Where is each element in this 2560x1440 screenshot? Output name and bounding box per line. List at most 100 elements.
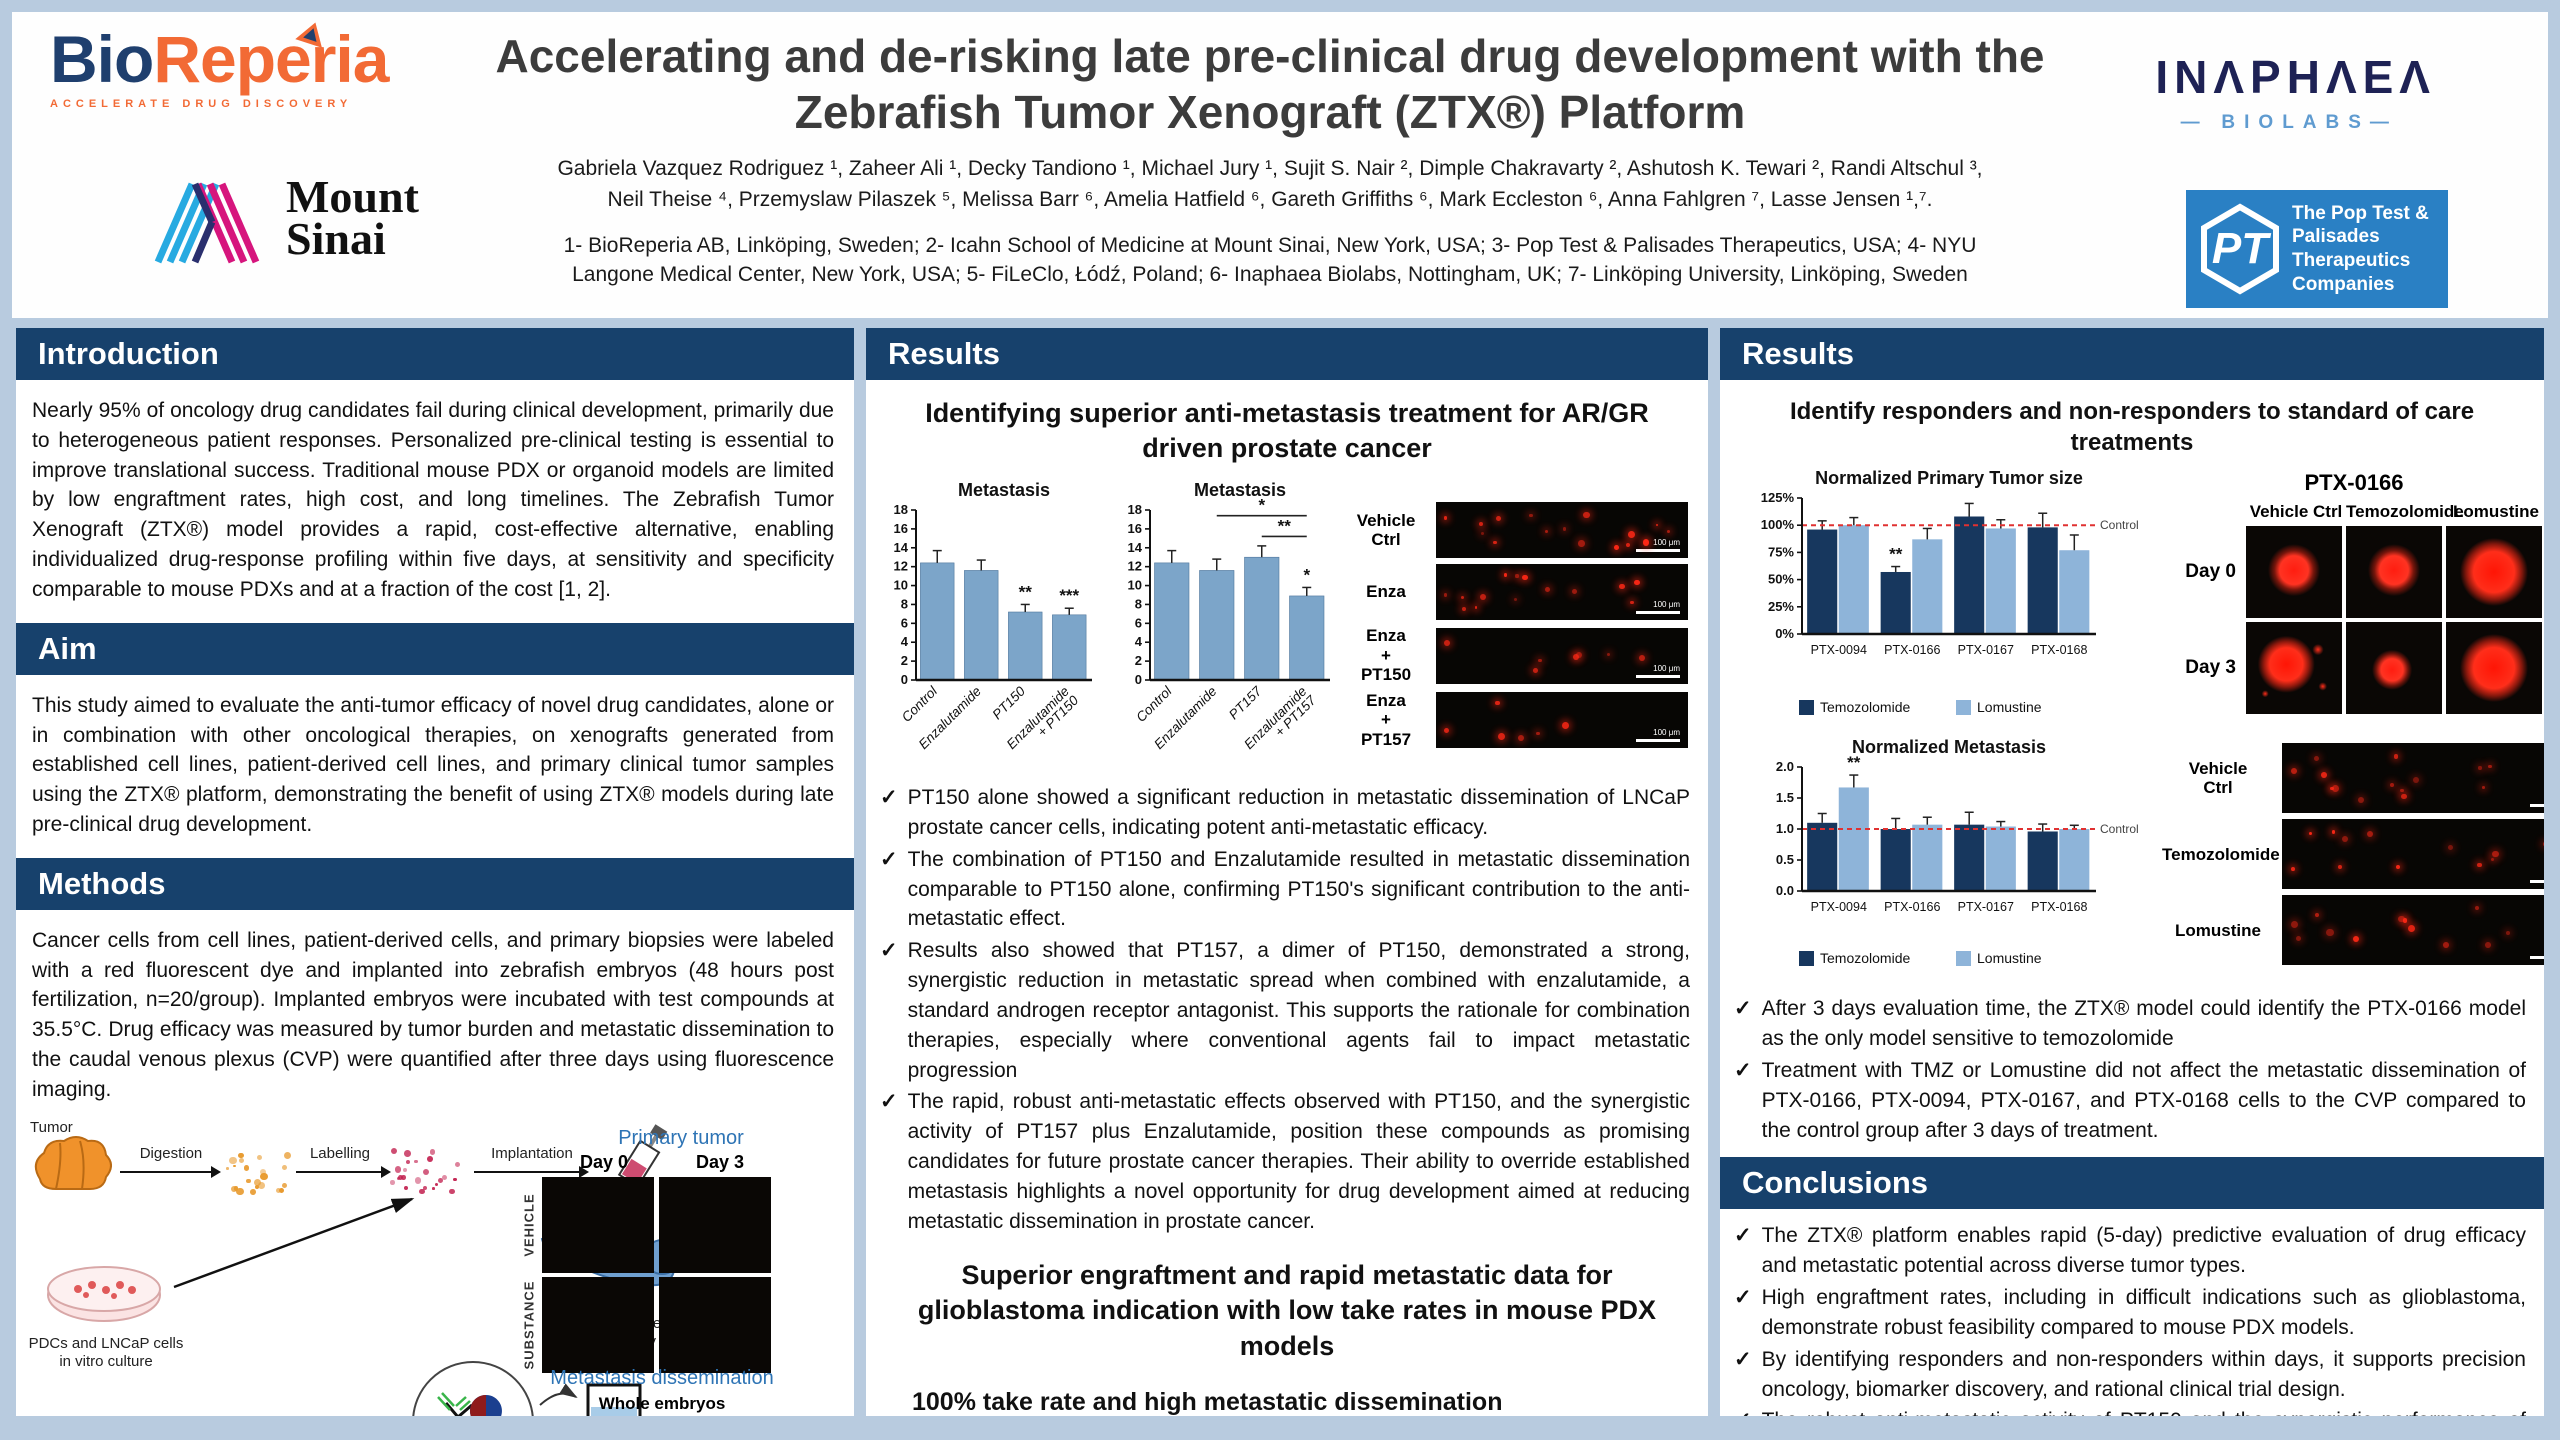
- svg-text:PTX-0168: PTX-0168: [2031, 900, 2087, 914]
- svg-text:**: **: [1847, 753, 1861, 772]
- inaphaea-name: INΛPHΛEΛ: [2155, 51, 2436, 103]
- prostate-subtitle: Identifying superior anti-metastasis tre…: [925, 398, 1649, 464]
- affiliations: 1- BioReperia AB, Linköping, Sweden; 2- …: [563, 234, 1977, 287]
- introduction-body: Nearly 95% of oncology drug candidates f…: [32, 399, 834, 601]
- aim-body: This study aimed to evaluate the anti-tu…: [32, 693, 834, 836]
- poptest-monogram: PT: [2211, 224, 2269, 273]
- enza-pt157-strip-label: Enza + PT157: [1360, 690, 1412, 749]
- substance-day0-image: [542, 1276, 654, 1373]
- svg-text:PTX-0167: PTX-0167: [1958, 643, 2014, 657]
- svg-text:0.5: 0.5: [1776, 852, 1794, 867]
- svg-text:12: 12: [1128, 559, 1142, 574]
- day3-vehicle-image: [2246, 622, 2342, 715]
- svg-text:8: 8: [1135, 597, 1142, 612]
- svg-text:PT150: PT150: [989, 683, 1028, 722]
- svg-text:Control: Control: [1133, 683, 1175, 725]
- introduction-header: Introduction: [16, 328, 854, 380]
- right-vehicle-strip-image: 100 μm: [2282, 743, 2544, 814]
- conclusion-4: ✓The robust anti-metastatic activity of …: [1734, 1406, 2526, 1416]
- svg-text:Metastasis: Metastasis: [958, 480, 1050, 500]
- chart-normalized-primary-tumor-size: Normalized Primary Tumor size 0% 25% 50% 75%…: [1746, 464, 2154, 731]
- therapy-molecules-icon: [412, 1360, 534, 1416]
- svg-text:Control: Control: [899, 683, 941, 725]
- day3-label: Day 3: [695, 1151, 745, 1172]
- day3-temozolomide-image: [2346, 622, 2442, 715]
- take-rate-heading: 100% take rate and high metastatic disse…: [912, 1387, 1503, 1416]
- svg-text:*: *: [1258, 496, 1265, 515]
- methods-header: Methods: [16, 857, 854, 910]
- mount-sinai-chevrons-icon: [154, 182, 260, 264]
- metastasis-dissemination-title: Metastasis dissemination: [550, 1366, 774, 1389]
- digestion-arrow: [120, 1166, 221, 1177]
- vehicle-day3-image: [659, 1176, 771, 1273]
- svg-text:*: *: [1303, 566, 1310, 585]
- svg-text:100%: 100%: [1761, 518, 1795, 533]
- svg-text:4: 4: [901, 634, 909, 649]
- chart-metastasis-pt150: Metastasis 0 2 4 6 8 10 12 14 16 18 ** *** Control Enz…: [876, 476, 1098, 771]
- svg-text:**: **: [1889, 545, 1903, 564]
- labelled-cells-icon: [388, 1137, 462, 1207]
- mount-sinai-logo: Mount Sinai: [152, 170, 419, 266]
- ptx-col-temozolomide: Temozolomide: [2346, 502, 2464, 522]
- ptx-col-lomustine: Lomustine: [2453, 502, 2539, 522]
- bioreperia-logo: BioReperia ACCELERATE DRUG DISCOVERY: [50, 18, 389, 110]
- svg-text:16: 16: [1128, 521, 1142, 536]
- digested-cells-icon: [224, 1141, 294, 1205]
- pdcs-label: PDCs and LNCaP cells in vitro culture: [28, 1334, 184, 1370]
- methods-diagram: Tumor Digestion Labelling Implantation: [16, 1119, 854, 1416]
- right-temozolomide-strip-label: Temozolomide: [2162, 844, 2280, 864]
- bullet-pt157-dimer: ✓ Results also showed that PT157, a dimer…: [880, 939, 1690, 1082]
- substance-day3-image: [659, 1276, 771, 1373]
- bullet-ptx0166-sensitive: ✓ After 3 days evaluation time, the ZTX® …: [1734, 997, 2526, 1051]
- left-column: Introduction Nearly 95% of oncology drug…: [16, 328, 854, 1416]
- enza-pt157-strip-image: 100 μm: [1436, 692, 1688, 749]
- vehicle-day0-image: [542, 1176, 654, 1273]
- svg-text:18: 18: [894, 502, 908, 517]
- mount-sinai-word2: Sinai: [286, 213, 386, 264]
- bullet-rapid-robust: ✓ The rapid, robust anti-metastatic effec…: [880, 1090, 1690, 1233]
- substance-row: SUBSTANCE: [516, 1276, 846, 1373]
- svg-text:18: 18: [1128, 502, 1142, 517]
- ptx-0166-panel: PTX-0166 Vehicle Ctrl Temozolomide Lomus…: [2162, 464, 2544, 715]
- day0-label: Day 0: [579, 1151, 629, 1172]
- bioreperia-tagline: ACCELERATE DRUG DISCOVERY: [50, 98, 353, 110]
- inaphaea-sub: BIOLABS: [2155, 112, 2436, 134]
- conclusions-header: Conclusions: [1720, 1157, 2544, 1210]
- right-column: Results Identify responders and non-resp…: [1720, 328, 2544, 1416]
- right-vehicle-strip-label: Vehicle Ctrl: [2188, 758, 2248, 798]
- enza-strip-label: Enza: [1366, 582, 1406, 602]
- svg-text:Temozolomide: Temozolomide: [1820, 950, 1910, 966]
- tumor-icon: [34, 1135, 112, 1190]
- day3-lomustine-image: [2446, 622, 2542, 715]
- implantation-arrow: [474, 1166, 589, 1177]
- poptest-hexagon-icon: [2201, 203, 2279, 295]
- svg-text:Normalized Primary Tumor size: Normalized Primary Tumor size: [1815, 468, 2083, 488]
- circle-to-beaker-arrow: [539, 1383, 578, 1406]
- enza-pt150-strip-image: 100 μm: [1436, 627, 1688, 684]
- inaphaea-logo: INΛPHΛEΛ BIOLABS: [2155, 50, 2436, 134]
- ptx-day3-row: Day 3: [2162, 622, 2544, 715]
- labelling-label: Labelling: [309, 1144, 371, 1162]
- day0-lomustine-image: [2446, 526, 2542, 619]
- digestion-label: Digestion: [139, 1144, 203, 1162]
- ptx-day0-label: Day 0: [2185, 561, 2236, 583]
- svg-text:0.0: 0.0: [1776, 883, 1794, 898]
- prostate-fluoro-panel: Vehicle Ctrl 100 μm Enza 100 μm Enza + P…: [1344, 476, 1688, 749]
- chart-normalized-metastasis: Normalized Metastasis 0.0 0.5 1.0 1.5 2.0 Cont…: [1746, 737, 2154, 982]
- ptx-col-vehicle: Vehicle Ctrl: [2249, 502, 2343, 522]
- chart-metastasis-pt157: Metastasis 0 2 4 6 8 10 12 14 16 18 * * ** Control Enza…: [1106, 476, 1336, 771]
- conclusion-1: ✓ The ZTX® platform enables rapid (5-day)…: [1734, 1224, 2526, 1278]
- right-lomustine-strip-image: 100 μm: [2282, 895, 2544, 966]
- svg-text:6: 6: [1135, 616, 1142, 631]
- ptx-day3-label: Day 3: [2185, 657, 2236, 679]
- svg-text:14: 14: [1128, 540, 1143, 555]
- day0-temozolomide-image: [2346, 526, 2442, 619]
- svg-text:0: 0: [1135, 672, 1142, 687]
- svg-text:PTX-0166: PTX-0166: [1884, 643, 1940, 657]
- svg-text:16: 16: [894, 521, 908, 536]
- labelling-arrow: [296, 1166, 391, 1177]
- vehicle-ctrl-strip-label: Vehicle Ctrl: [1356, 510, 1416, 550]
- primary-tumor-panel: Primary tumor Day 0 Day 3 VEHICLE SUBSTA…: [516, 1127, 846, 1373]
- svg-text:1.5: 1.5: [1776, 790, 1794, 805]
- right-temozolomide-strip-image: 100 μm: [2282, 819, 2544, 890]
